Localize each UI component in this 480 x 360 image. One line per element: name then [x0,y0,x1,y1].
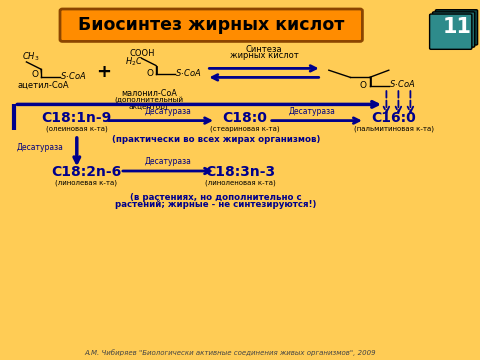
Text: $S\!\cdot\!CoA$: $S\!\cdot\!CoA$ [175,67,202,78]
FancyBboxPatch shape [432,12,475,47]
Text: жирных кислот: жирных кислот [229,51,299,60]
Text: (практически во всех жирах организмов): (практически во всех жирах организмов) [112,135,320,144]
Text: Синтеза: Синтеза [246,45,282,54]
Text: $CH_3$: $CH_3$ [22,50,39,63]
Text: C18:0: C18:0 [222,111,267,125]
Text: Биосинтез жирных кислот: Биосинтез жирных кислот [78,16,344,34]
Text: ацетил-СоА: ацетил-СоА [17,81,69,90]
Text: Десатураза: Десатураза [144,108,192,117]
Text: малонил-СоА: малонил-СоА [121,90,177,99]
FancyBboxPatch shape [430,14,472,49]
Text: А.М. Чибиряев "Биологически активные соединения живых организмов", 2009: А.М. Чибиряев "Биологически активные сое… [84,349,376,356]
Text: (олеиновая к-та): (олеиновая к-та) [46,125,108,132]
Text: C16:0: C16:0 [371,111,416,125]
Text: O: O [146,69,154,78]
Text: C18:2n-6: C18:2n-6 [51,165,121,179]
Text: Десатураза: Десатураза [144,157,192,166]
Text: (линолевая к-та): (линолевая к-та) [55,179,118,186]
Text: 11: 11 [443,17,471,37]
Text: (дополнительный: (дополнительный [114,97,183,104]
Text: O: O [31,71,38,80]
Text: растений; жирные - не синтезируются!): растений; жирные - не синтезируются!) [115,200,317,209]
Text: O: O [359,81,366,90]
Text: (линоленовая к-та): (линоленовая к-та) [204,179,276,186]
Text: $H_2C$: $H_2C$ [125,55,143,68]
Text: +: + [96,63,111,81]
Text: C18:1n-9: C18:1n-9 [42,111,112,125]
Text: Десатураза: Десатураза [17,144,64,153]
Text: (стеариновая к-та): (стеариновая к-та) [210,125,280,132]
Text: Десатураза: Десатураза [288,108,336,117]
Text: C18:3n-3: C18:3n-3 [205,165,275,179]
FancyBboxPatch shape [60,9,362,41]
Text: акцептор): акцептор) [129,103,168,109]
Text: (в растениях, но дополнительно с: (в растениях, но дополнительно с [130,193,302,202]
Text: $S\!\cdot\!CoA$: $S\!\cdot\!CoA$ [389,78,416,90]
FancyBboxPatch shape [435,10,478,45]
Text: $S\!\cdot\!CoA$: $S\!\cdot\!CoA$ [60,70,87,81]
Text: (пальмитиновая к-та): (пальмитиновая к-та) [354,125,433,132]
Text: COOH: COOH [130,49,155,58]
